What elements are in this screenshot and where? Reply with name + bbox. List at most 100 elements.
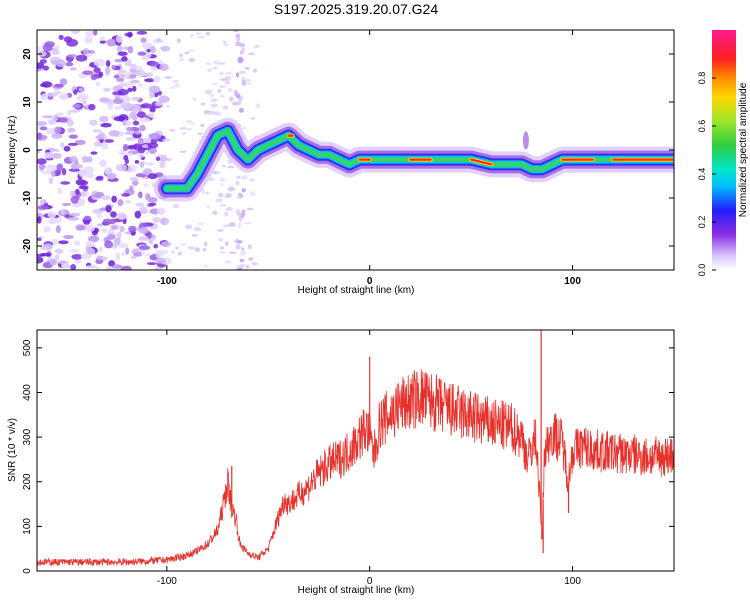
x-tick-label: 100 bbox=[564, 576, 581, 587]
noise-blob bbox=[245, 264, 250, 269]
snr-line bbox=[37, 369, 674, 567]
noise-blob bbox=[51, 133, 63, 140]
noise-blob bbox=[113, 98, 124, 105]
noise-blob bbox=[149, 106, 156, 113]
noise-blob bbox=[233, 30, 239, 33]
noise-blob bbox=[37, 121, 47, 126]
noise-blob bbox=[140, 103, 152, 109]
noise-blob bbox=[138, 206, 148, 215]
noise-blob bbox=[99, 115, 109, 123]
y-tick-label: 400 bbox=[22, 384, 33, 401]
noise-blob bbox=[101, 142, 109, 150]
noise-blob bbox=[227, 186, 235, 192]
noise-blob bbox=[65, 61, 74, 67]
noise-blob bbox=[102, 87, 111, 92]
noise-blob bbox=[145, 253, 152, 257]
noise-blob bbox=[51, 49, 60, 55]
noise-blob bbox=[87, 156, 93, 162]
noise-blob bbox=[238, 240, 243, 244]
noise-blob bbox=[225, 207, 233, 212]
noise-blob bbox=[177, 251, 182, 256]
noise-blob bbox=[235, 243, 241, 250]
noise-blob bbox=[140, 37, 147, 43]
noise-blob bbox=[134, 210, 142, 219]
noise-blob bbox=[78, 185, 89, 190]
snr-x-label: Height of straight line (km) bbox=[298, 585, 415, 596]
noise-blob bbox=[73, 89, 78, 96]
ridge-feature bbox=[522, 131, 529, 150]
noise-blob bbox=[118, 149, 126, 156]
noise-blob bbox=[130, 79, 140, 84]
noise-blob bbox=[55, 225, 61, 234]
noise-blob bbox=[83, 219, 91, 225]
noise-blob bbox=[138, 245, 151, 251]
noise-blob bbox=[115, 252, 121, 261]
noise-blob bbox=[237, 195, 241, 200]
spectrogram-x-label: Height of straight line (km) bbox=[298, 285, 415, 296]
colorbar-ticks: 0.0 0.2 0.4 0.6 0.8 bbox=[697, 72, 716, 277]
noise-blob bbox=[138, 117, 151, 123]
noise-blob bbox=[237, 56, 244, 64]
noise-blob bbox=[58, 34, 64, 41]
noise-blob bbox=[235, 72, 240, 78]
noise-blob bbox=[218, 251, 227, 254]
noise-blob bbox=[116, 77, 125, 83]
noise-blob bbox=[59, 78, 68, 86]
noise-blob bbox=[71, 30, 81, 35]
noise-blob bbox=[152, 38, 164, 44]
noise-blob bbox=[148, 202, 157, 206]
noise-blob bbox=[129, 185, 134, 192]
noise-blob bbox=[119, 225, 125, 233]
noise-blob bbox=[92, 129, 102, 133]
noise-blob bbox=[202, 264, 208, 267]
noise-blob bbox=[144, 151, 150, 156]
noise-blob bbox=[85, 224, 95, 233]
noise-blob bbox=[166, 157, 172, 162]
noise-blob bbox=[100, 122, 112, 128]
noise-blob bbox=[154, 266, 162, 270]
noise-blob bbox=[51, 153, 62, 159]
noise-blob bbox=[49, 220, 54, 225]
noise-blob bbox=[54, 254, 60, 261]
noise-blob bbox=[47, 210, 57, 219]
noise-blob bbox=[152, 75, 161, 83]
noise-blob bbox=[248, 257, 253, 261]
noise-blob bbox=[178, 57, 184, 62]
noise-blob bbox=[219, 94, 226, 98]
noise-blob bbox=[99, 40, 106, 44]
noise-blob bbox=[188, 57, 195, 63]
noise-blob bbox=[49, 258, 58, 266]
noise-blob bbox=[63, 234, 74, 239]
noise-blob bbox=[90, 73, 98, 81]
noise-blob bbox=[121, 56, 128, 62]
noise-blob bbox=[72, 104, 81, 109]
noise-blob bbox=[241, 79, 247, 87]
colorbar-tick-label: 0.0 bbox=[697, 264, 707, 277]
noise-blob bbox=[179, 53, 183, 58]
noise-blob bbox=[152, 217, 161, 223]
noise-blob bbox=[123, 81, 133, 88]
noise-blob bbox=[110, 211, 117, 218]
noise-blob bbox=[149, 132, 162, 140]
noise-blob bbox=[235, 33, 241, 38]
noise-blob bbox=[90, 151, 98, 155]
noise-blob bbox=[99, 159, 107, 168]
y-tick-label: -20 bbox=[22, 238, 33, 253]
noise-blob bbox=[71, 253, 83, 260]
noise-blob bbox=[150, 92, 155, 98]
noise-blob bbox=[240, 250, 246, 256]
noise-blob bbox=[238, 107, 244, 113]
noise-blob bbox=[245, 81, 252, 86]
noise-blob bbox=[218, 193, 224, 198]
snr-y-axis: 0 100 200 300 400 500 bbox=[22, 339, 674, 574]
noise-blob bbox=[44, 151, 54, 159]
noise-blob bbox=[132, 180, 139, 186]
noise-blob bbox=[227, 165, 235, 169]
noise-blob bbox=[224, 80, 231, 85]
noise-blob bbox=[56, 163, 64, 172]
noise-blob bbox=[116, 231, 122, 240]
noise-blob bbox=[224, 72, 233, 75]
noise-blob bbox=[87, 235, 100, 243]
noise-blob bbox=[48, 177, 54, 185]
noise-blob bbox=[46, 164, 58, 172]
